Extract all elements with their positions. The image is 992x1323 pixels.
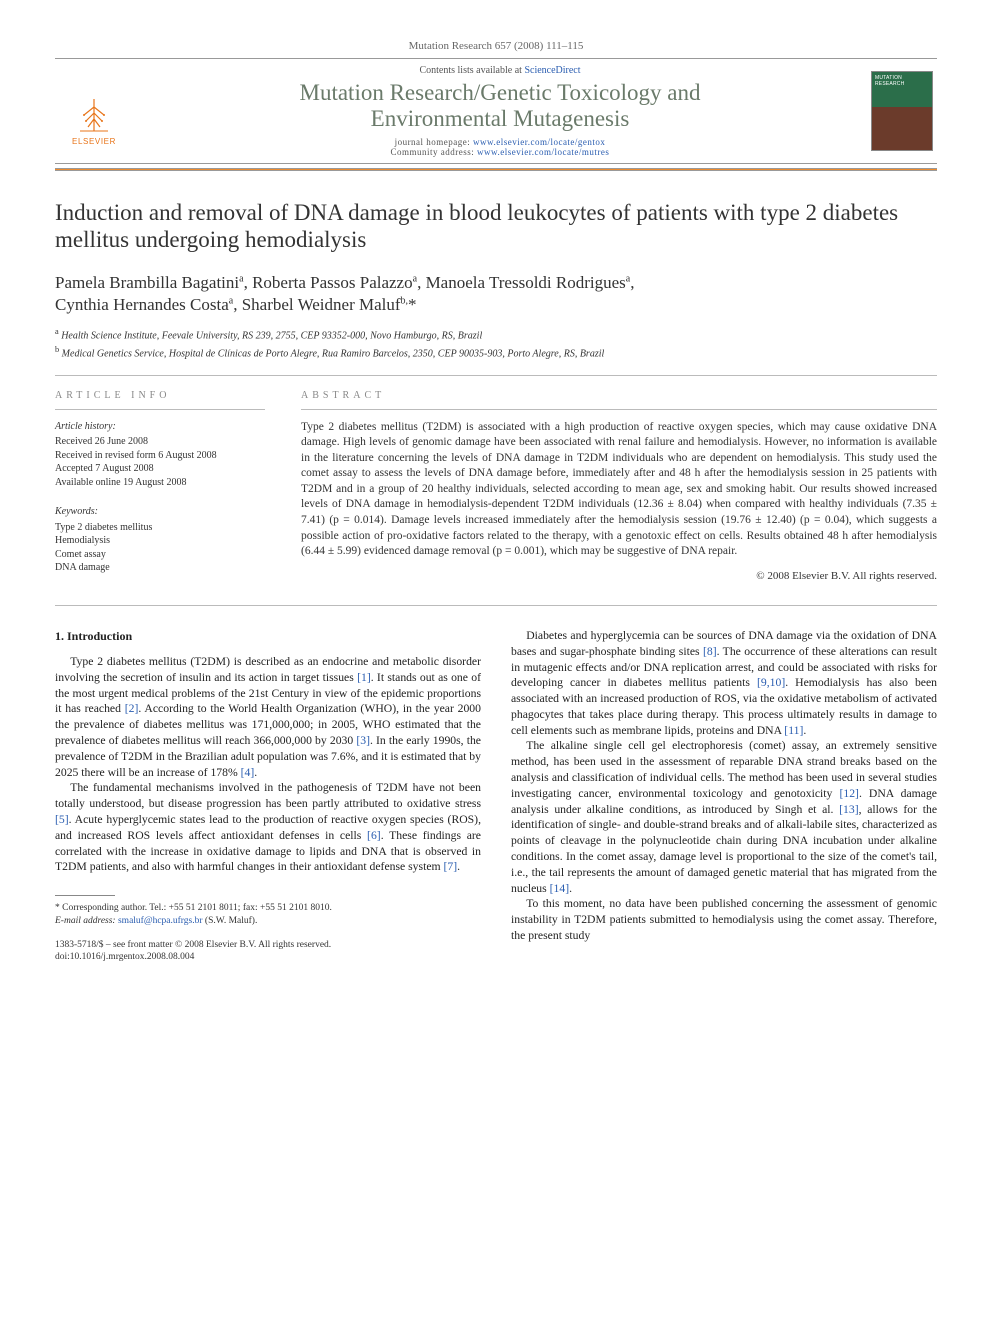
affiliation-a: Health Science Institute, Feevale Univer…: [61, 331, 482, 342]
publisher-logo-text: ELSEVIER: [72, 137, 116, 146]
ref-link[interactable]: [5]: [55, 813, 69, 826]
body-paragraph: Type 2 diabetes mellitus (T2DM) is descr…: [55, 654, 481, 780]
affiliations: a Health Science Institute, Feevale Univ…: [55, 326, 937, 361]
body-column-left: 1. Introduction Type 2 diabetes mellitus…: [55, 628, 481, 964]
footnote-rule: [55, 895, 115, 896]
affiliation-b: Medical Genetics Service, Hospital de Cl…: [62, 348, 605, 359]
journal-title-line1: Mutation Research/Genetic Toxicology and: [300, 80, 701, 105]
ref-link[interactable]: [9,10]: [757, 676, 785, 689]
divider: [301, 409, 937, 410]
running-head: Mutation Research 657 (2008) 111–115: [55, 40, 937, 52]
article-info-head: ARTICLE INFO: [55, 390, 265, 401]
ref-link[interactable]: [4]: [241, 766, 255, 779]
journal-header-bar: ELSEVIER Contents lists available at Sci…: [55, 58, 937, 164]
divider: [55, 409, 265, 410]
community-link[interactable]: www.elsevier.com/locate/mutres: [477, 147, 609, 157]
elsevier-tree-icon: [74, 95, 114, 135]
keyword: Hemodialysis: [55, 534, 265, 548]
footer-copyright: 1383-5718/$ – see front matter © 2008 El…: [55, 939, 481, 964]
front-matter-line: 1383-5718/$ – see front matter © 2008 El…: [55, 939, 481, 951]
ref-link[interactable]: [2]: [125, 702, 139, 715]
ref-link[interactable]: [12]: [839, 787, 858, 800]
ref-link[interactable]: [7]: [444, 860, 458, 873]
divider: [55, 605, 937, 606]
journal-title-line2: Environmental Mutagenesis: [371, 106, 630, 131]
body-column-right: Diabetes and hyperglycemia can be source…: [511, 628, 937, 964]
cover-label: MUTATION RESEARCH: [875, 75, 932, 87]
journal-homepage-line: journal homepage: www.elsevier.com/locat…: [129, 137, 871, 157]
community-label: Community address:: [391, 147, 478, 157]
ref-link[interactable]: [11]: [784, 724, 803, 737]
history-online: Available online 19 August 2008: [55, 476, 265, 490]
history-accepted: Accepted 7 August 2008: [55, 462, 265, 476]
abstract-head: ABSTRACT: [301, 390, 937, 401]
abstract-copyright: © 2008 Elsevier B.V. All rights reserved…: [301, 570, 937, 582]
publisher-logo: ELSEVIER: [59, 76, 129, 146]
article-title: Induction and removal of DNA damage in b…: [55, 199, 937, 254]
contents-prefix: Contents lists available at: [419, 65, 524, 76]
sciencedirect-link[interactable]: ScienceDirect: [524, 65, 580, 76]
abstract-text: Type 2 diabetes mellitus (T2DM) is assoc…: [301, 420, 937, 560]
footnotes: * Corresponding author. Tel.: +55 51 210…: [55, 902, 481, 927]
history-received: Received 26 June 2008: [55, 435, 265, 449]
orange-divider: [55, 168, 937, 171]
ref-link[interactable]: [3]: [356, 734, 370, 747]
section-head-introduction: 1. Introduction: [55, 628, 481, 644]
ref-link[interactable]: [6]: [367, 829, 381, 842]
keyword: Type 2 diabetes mellitus: [55, 521, 265, 535]
corresponding-author: * Corresponding author. Tel.: +55 51 210…: [55, 902, 481, 914]
history-head: Article history:: [55, 420, 265, 434]
body-paragraph: The alkaline single cell gel electrophor…: [511, 738, 937, 896]
keyword: DNA damage: [55, 561, 265, 575]
ref-link[interactable]: [13]: [839, 803, 858, 816]
body-paragraph: To this moment, no data have been publis…: [511, 896, 937, 943]
keywords-head: Keywords:: [55, 505, 265, 519]
journal-title: Mutation Research/Genetic Toxicology and…: [129, 80, 871, 133]
ref-link[interactable]: [8]: [703, 645, 717, 658]
history-revised: Received in revised form 6 August 2008: [55, 449, 265, 463]
homepage-label: journal homepage:: [395, 137, 473, 147]
keyword: Comet assay: [55, 548, 265, 562]
keywords-block: Keywords: Type 2 diabetes mellitus Hemod…: [55, 505, 265, 575]
email-label: E-mail address:: [55, 916, 118, 926]
contents-available-line: Contents lists available at ScienceDirec…: [129, 65, 871, 76]
doi-line: doi:10.1016/j.mrgentox.2008.08.004: [55, 951, 481, 963]
article-history: Article history: Received 26 June 2008 R…: [55, 420, 265, 490]
email-name: (S.W. Maluf).: [203, 916, 258, 926]
divider: [55, 375, 937, 376]
ref-link[interactable]: [1]: [357, 671, 371, 684]
homepage-link[interactable]: www.elsevier.com/locate/gentox: [473, 137, 605, 147]
email-link[interactable]: smaluf@hcpa.ufrgs.br: [118, 916, 203, 926]
body-paragraph: Diabetes and hyperglycemia can be source…: [511, 628, 937, 739]
author-list: Pamela Brambilla Bagatinia, Roberta Pass…: [55, 272, 937, 316]
body-paragraph: The fundamental mechanisms involved in t…: [55, 780, 481, 875]
ref-link[interactable]: [14]: [550, 882, 569, 895]
journal-cover-thumbnail: MUTATION RESEARCH: [871, 71, 933, 151]
